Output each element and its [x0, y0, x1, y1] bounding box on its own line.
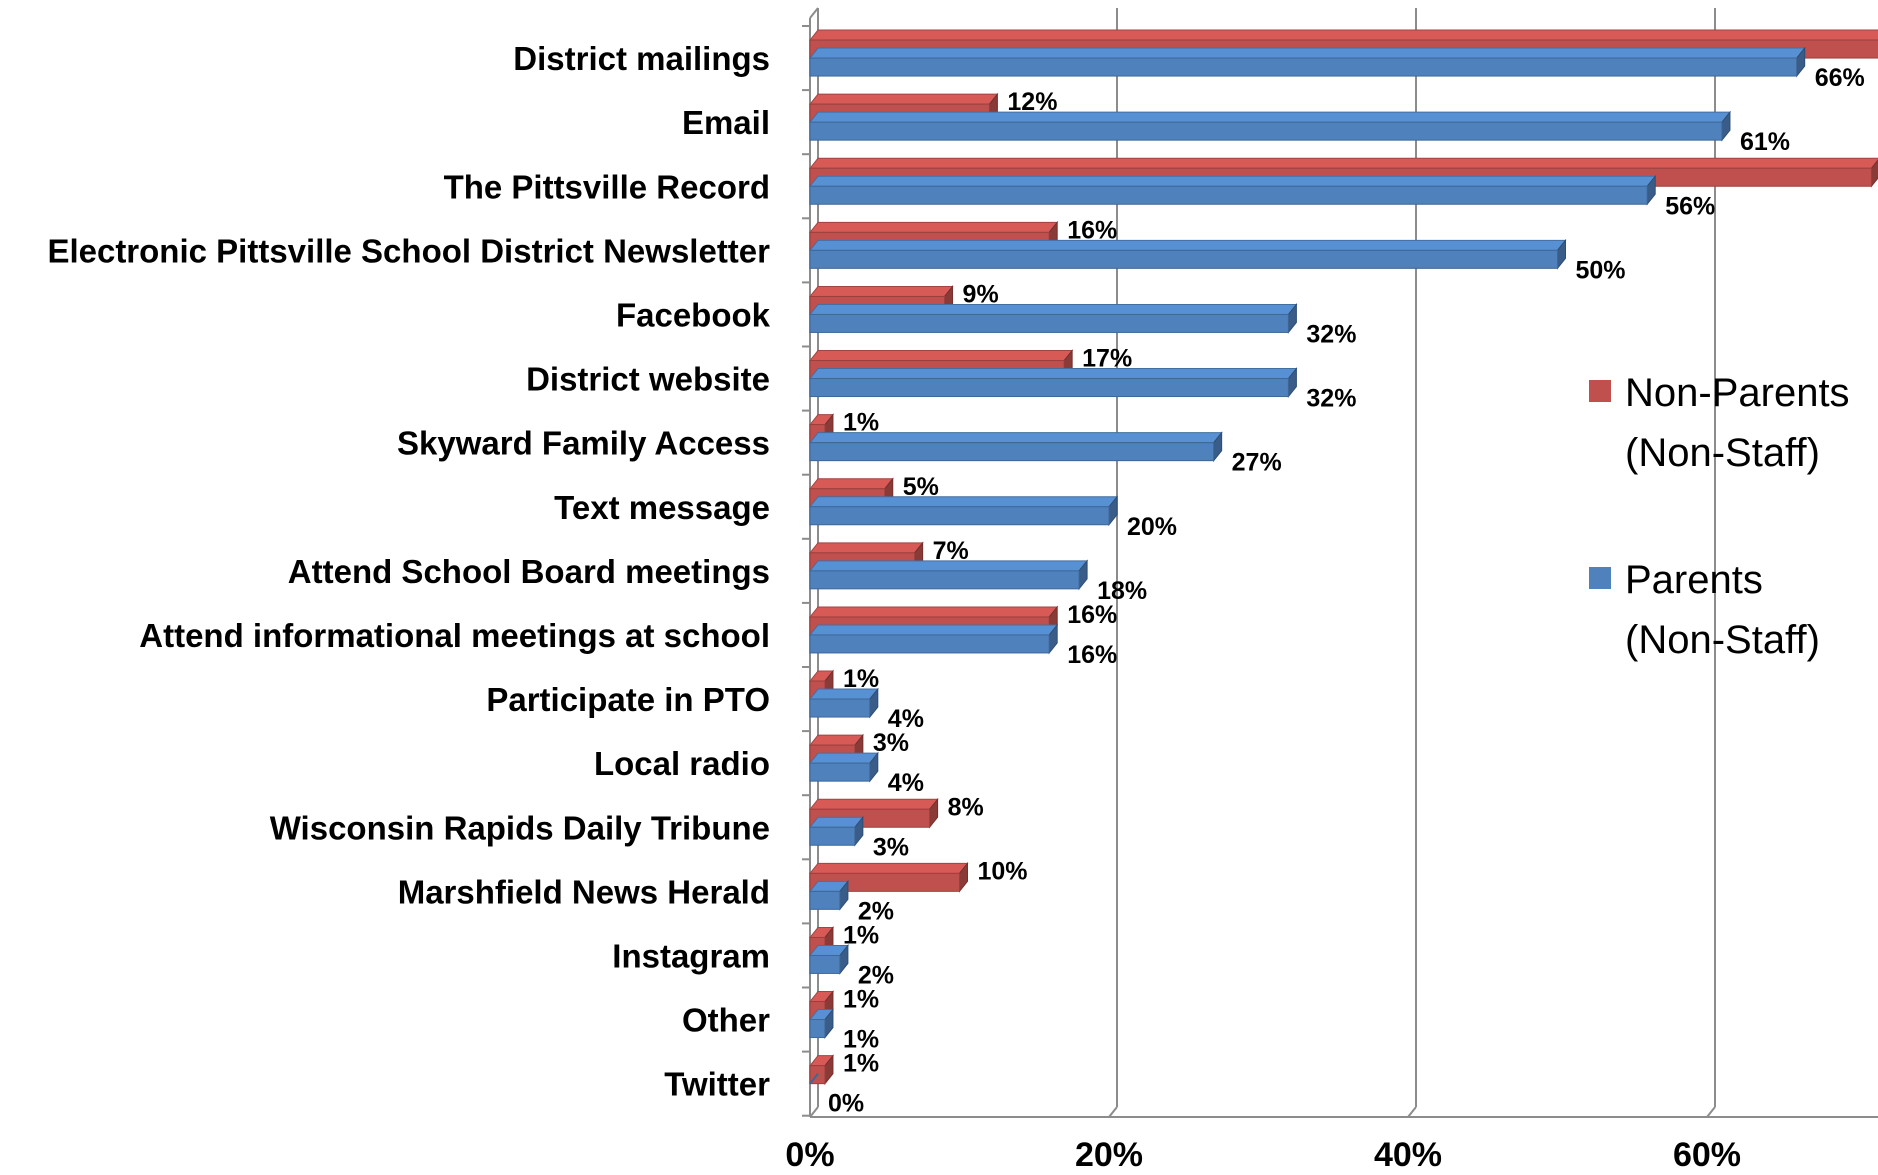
x-tick-label-1: 20% — [1075, 1136, 1143, 1174]
data-label-non-parents-5: 17% — [1082, 345, 1132, 373]
category-label-16: Twitter — [664, 1066, 770, 1103]
data-label-parents-10: 4% — [888, 705, 924, 733]
data-label-parents-9: 16% — [1067, 641, 1117, 669]
data-label-non-parents-3: 16% — [1067, 216, 1117, 244]
data-label-parents-4: 32% — [1306, 320, 1356, 348]
bar-parents-1 — [808, 110, 1731, 142]
category-label-15: Other — [682, 1002, 770, 1039]
bar-parents-14 — [808, 944, 849, 975]
data-label-parents-13: 2% — [858, 897, 894, 925]
category-label-9: Attend informational meetings at school — [139, 617, 770, 654]
data-label-parents-15: 1% — [843, 1026, 879, 1054]
data-label-non-parents-11: 3% — [873, 729, 909, 757]
floor-edge-3 — [1706, 1106, 1716, 1118]
category-label-6: Skyward Family Access — [397, 425, 770, 462]
category-label-13: Marshfield News Herald — [398, 873, 770, 910]
bar-parents-16 — [809, 1073, 819, 1085]
data-label-parents-11: 4% — [888, 769, 924, 797]
bar-parents-5 — [808, 367, 1298, 398]
category-label-4: Facebook — [616, 296, 771, 333]
bar-parents-13 — [808, 879, 849, 911]
legend-label-0-1: (Non-Staff) — [1625, 431, 1820, 475]
category-label-0: District mailings — [513, 40, 770, 77]
category-label-10: Participate in PTO — [486, 681, 770, 718]
category-label-12: Wisconsin Rapids Daily Tribune — [270, 809, 770, 846]
bar-parents-0 — [808, 46, 1806, 78]
category-label-8: Attend School Board meetings — [288, 553, 770, 590]
floor-edge-0 — [809, 1106, 819, 1118]
data-label-non-parents-8: 7% — [933, 537, 969, 565]
data-label-non-parents-16: 1% — [843, 1050, 879, 1078]
category-labels: District mailings Email The Pittsville Rec… — [47, 40, 770, 1103]
data-label-non-parents-1: 12% — [1007, 88, 1057, 116]
data-label-parents-3: 50% — [1576, 256, 1626, 284]
data-label-non-parents-15: 1% — [843, 986, 879, 1014]
data-label-parents-16: 0% — [828, 1090, 864, 1118]
data-label-parents-6: 27% — [1232, 449, 1282, 477]
bar-non-parents-12 — [808, 797, 939, 829]
floor-edge-1 — [1108, 1106, 1118, 1118]
data-label-parents-1: 61% — [1740, 128, 1790, 156]
bar-parents-15 — [808, 1008, 834, 1039]
data-label-non-parents-7: 5% — [903, 473, 939, 501]
category-label-3: Electronic Pittsville School District Ne… — [47, 232, 770, 269]
legend-label-0-0: Non-Parents — [1625, 371, 1850, 415]
data-label-non-parents-13: 10% — [978, 857, 1028, 885]
legend-swatch-1 — [1589, 567, 1611, 589]
side-wall-top — [809, 7, 819, 19]
legend: Non-Parents (Non-Staff) Parents (Non-Staff) — [1589, 371, 1850, 662]
bar-parents-10 — [808, 687, 879, 719]
data-labels: 79%66%12%61%71%56%16%50%9%32%17%32%1%27%… — [828, 64, 1865, 1118]
bar-parents-4 — [808, 303, 1298, 334]
data-label-non-parents-14: 1% — [843, 921, 879, 949]
data-label-non-parents-4: 9% — [963, 280, 999, 308]
legend-item-parents: Parents (Non-Staff) — [1589, 558, 1820, 662]
category-label-11: Local radio — [594, 745, 770, 782]
bar-parents-6 — [808, 431, 1223, 463]
data-label-parents-7: 20% — [1127, 513, 1177, 541]
bar-parents-9 — [808, 623, 1059, 655]
bar-parents-11 — [808, 751, 879, 783]
x-tick-label-3: 60% — [1673, 1136, 1741, 1174]
category-label-1: Email — [682, 104, 770, 141]
data-label-non-parents-12: 8% — [948, 793, 984, 821]
bars — [808, 29, 1878, 1086]
data-label-parents-0: 66% — [1815, 64, 1865, 92]
data-label-parents-12: 3% — [873, 833, 909, 861]
bar-parents-8 — [808, 559, 1089, 591]
legend-label-1-0: Parents — [1625, 558, 1763, 602]
category-label-7: Text message — [554, 489, 770, 526]
bar-parents-2 — [808, 174, 1657, 206]
legend-swatch-0 — [1589, 380, 1611, 402]
data-label-parents-5: 32% — [1306, 385, 1356, 413]
data-label-parents-2: 56% — [1665, 192, 1715, 220]
data-label-non-parents-6: 1% — [843, 409, 879, 437]
data-label-non-parents-9: 16% — [1067, 601, 1117, 629]
x-tick-label-2: 40% — [1374, 1136, 1442, 1174]
category-label-14: Instagram — [612, 937, 770, 974]
legend-label-1-1: (Non-Staff) — [1625, 618, 1820, 662]
category-label-5: District website — [526, 361, 770, 398]
bar-parents-3 — [808, 238, 1567, 270]
data-label-non-parents-10: 1% — [843, 665, 879, 693]
data-label-parents-14: 2% — [858, 961, 894, 989]
x-tick-labels: 0%20%40%60%80%100% — [785, 1136, 1741, 1174]
bar-parents-12 — [808, 815, 864, 847]
category-label-2: The Pittsville Record — [444, 168, 770, 205]
legend-item-non-parents: Non-Parents (Non-Staff) — [1589, 371, 1850, 475]
bar-parents-7 — [808, 495, 1119, 527]
x-tick-label-0: 0% — [785, 1136, 834, 1174]
floor-edge-2 — [1407, 1106, 1417, 1118]
data-label-parents-8: 18% — [1097, 577, 1147, 605]
